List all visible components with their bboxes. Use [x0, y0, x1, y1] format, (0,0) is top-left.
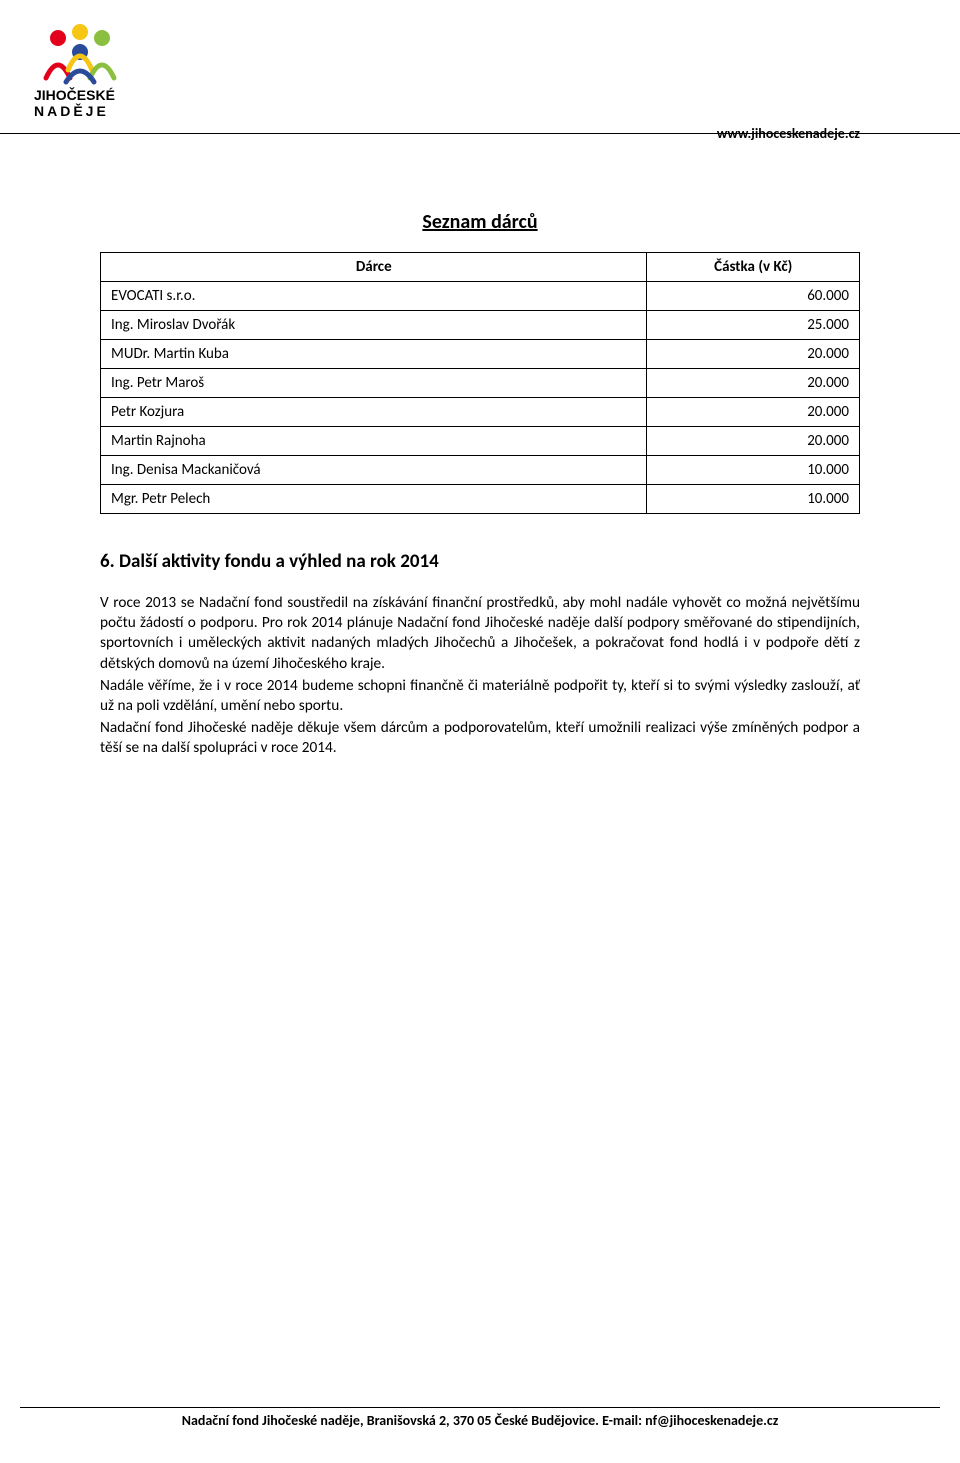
paragraph: Nadále věříme, že i v roce 2014 budeme s…: [100, 676, 860, 716]
col-header-donor: Dárce: [101, 253, 647, 282]
amount-cell: 25.000: [647, 311, 860, 340]
table-row: EVOCATI s.r.o. 60.000: [101, 282, 860, 311]
table-row: Petr Kozjura 20.000: [101, 398, 860, 427]
donor-cell: Ing. Denisa Mackaničová: [101, 456, 647, 485]
logo: JIHOČESKÉ NADĚJE: [20, 20, 140, 125]
amount-cell: 10.000: [647, 456, 860, 485]
col-header-amount: Částka (v Kč): [647, 253, 860, 282]
donor-cell: Ing. Petr Maroš: [101, 369, 647, 398]
amount-cell: 20.000: [647, 369, 860, 398]
table-row: MUDr. Martin Kuba 20.000: [101, 340, 860, 369]
donor-cell: Mgr. Petr Pelech: [101, 485, 647, 514]
section-title: Seznam dárců: [100, 210, 860, 234]
paragraph: V roce 2013 se Nadační fond soustředil n…: [100, 593, 860, 674]
table-row: Ing. Petr Maroš 20.000: [101, 369, 860, 398]
footer-divider: [20, 1407, 940, 1408]
table-row: Martin Rajnoha 20.000: [101, 427, 860, 456]
main-content: Seznam dárců Dárce Částka (v Kč) EVOCATI…: [100, 210, 860, 759]
donor-cell: MUDr. Martin Kuba: [101, 340, 647, 369]
table-header-row: Dárce Částka (v Kč): [101, 253, 860, 282]
donor-cell: Petr Kozjura: [101, 398, 647, 427]
donor-cell: Martin Rajnoha: [101, 427, 647, 456]
table-row: Mgr. Petr Pelech 10.000: [101, 485, 860, 514]
footer-text: Nadační fond Jihočeské naděje, Branišovs…: [100, 1412, 860, 1429]
amount-cell: 10.000: [647, 485, 860, 514]
page: JIHOČESKÉ NADĚJE www.jihoceskenadeje.cz …: [0, 0, 960, 1463]
logo-text-bottom: NADĚJE: [34, 102, 109, 119]
donor-table: Dárce Částka (v Kč) EVOCATI s.r.o. 60.00…: [100, 252, 860, 514]
section-heading: 6. Další aktivity fondu a výhled na rok …: [100, 550, 860, 573]
amount-cell: 60.000: [647, 282, 860, 311]
body-text: V roce 2013 se Nadační fond soustředil n…: [100, 593, 860, 759]
amount-cell: 20.000: [647, 427, 860, 456]
paragraph: Nadační fond Jihočeské naděje děkuje vše…: [100, 718, 860, 758]
header-divider: [0, 133, 960, 134]
table-row: Ing. Denisa Mackaničová 10.000: [101, 456, 860, 485]
table-row: Ing. Miroslav Dvořák 25.000: [101, 311, 860, 340]
page-footer: Nadační fond Jihočeské naděje, Branišovs…: [100, 1407, 860, 1429]
donor-cell: EVOCATI s.r.o.: [101, 282, 647, 311]
amount-cell: 20.000: [647, 340, 860, 369]
page-header: JIHOČESKÉ NADĚJE www.jihoceskenadeje.cz: [100, 30, 860, 140]
logo-text-top: JIHOČESKÉ: [34, 86, 115, 103]
amount-cell: 20.000: [647, 398, 860, 427]
logo-svg: JIHOČESKÉ NADĚJE: [20, 20, 140, 120]
donor-cell: Ing. Miroslav Dvořák: [101, 311, 647, 340]
